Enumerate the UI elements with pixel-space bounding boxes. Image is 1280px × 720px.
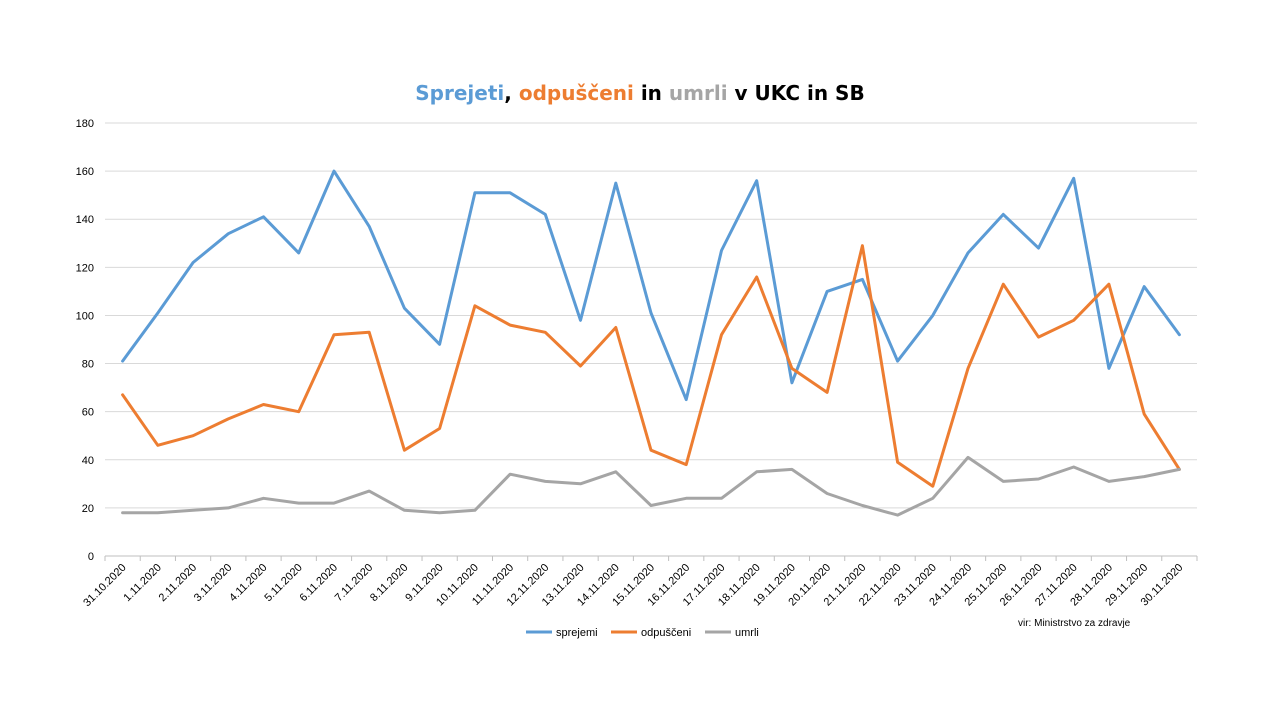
legend-label: umrli	[735, 627, 759, 639]
series-lines	[121, 169, 1181, 517]
y-tick-label: 180	[76, 118, 94, 130]
chart-title: Sprejeti, odpuščeni in umrli v UKC in SB	[415, 81, 864, 105]
y-tick-label: 20	[82, 503, 94, 515]
series-line-umrli	[121, 455, 1181, 517]
y-tick-label: 160	[76, 166, 94, 178]
series-line-sprejemi	[121, 169, 1181, 402]
y-tick-label: 100	[76, 310, 94, 322]
y-tick-label: 40	[82, 455, 94, 467]
y-tick-label: 140	[76, 214, 94, 226]
legend-label: odpuščeni	[641, 627, 691, 639]
series-line-odpuščeni	[121, 244, 1181, 488]
x-tick-labels: 31.10.20201.11.20202.11.20203.11.20204.1…	[81, 562, 1185, 609]
legend: sprejemi odpuščeni umrli	[526, 627, 759, 639]
y-tick-label: 0	[88, 551, 94, 563]
y-tick-labels: 0 20 40 60 80 100 120 140 160 180	[76, 118, 94, 563]
chart-title-part: odpuščeni	[519, 81, 634, 105]
y-tick-label: 80	[82, 359, 94, 371]
x-tick-label: 31.10.2020	[81, 562, 128, 609]
chart-title-part: Sprejeti	[415, 81, 504, 105]
chart-title-part: v UKC in SB	[728, 81, 865, 105]
source-note: vir: Ministrstvo za zdravje	[1018, 618, 1131, 629]
chart-title-part: ,	[504, 81, 519, 105]
legend-label: sprejemi	[556, 627, 598, 639]
chart-title-part: in	[634, 81, 669, 105]
chart-title-part: umrli	[669, 81, 728, 105]
y-tick-label: 120	[76, 262, 94, 274]
y-tick-label: 60	[82, 407, 94, 419]
axes	[104, 555, 1198, 561]
